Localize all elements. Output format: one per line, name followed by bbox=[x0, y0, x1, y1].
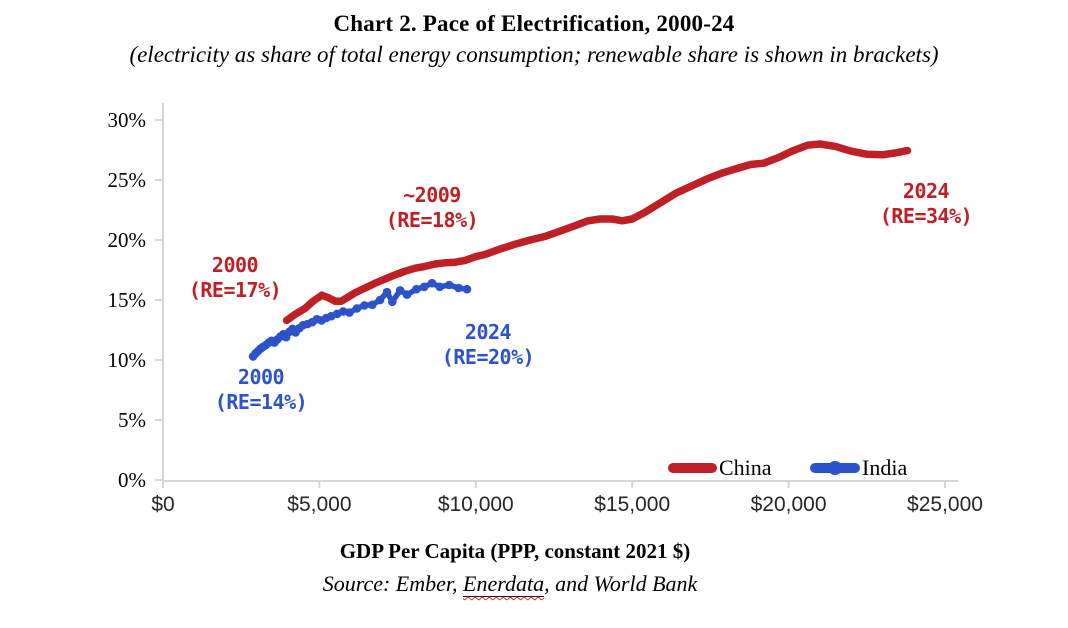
legend-label-china: China bbox=[719, 455, 772, 480]
series-marker-india bbox=[382, 287, 392, 297]
series-marker-india bbox=[444, 280, 454, 290]
y-tick-label: 30% bbox=[107, 108, 147, 132]
series-line-china bbox=[282, 140, 912, 325]
source-suffix: , and World Bank bbox=[544, 571, 698, 596]
annotation-re-share: (RE=18%) bbox=[385, 208, 479, 232]
annotation-china-2024: 2024 (RE=34%) bbox=[879, 179, 973, 229]
series-marker-india bbox=[402, 290, 412, 299]
annotation-year: ~2009 bbox=[403, 183, 461, 207]
series-marker-india bbox=[462, 284, 472, 294]
series-marker-india bbox=[352, 304, 362, 313]
annotation-year: 2000 bbox=[211, 253, 259, 277]
series-marker-india bbox=[345, 308, 354, 317]
x-tick-label: $15,000 bbox=[594, 493, 671, 516]
x-tick-label: $10,000 bbox=[437, 493, 514, 516]
series-marker-india bbox=[375, 295, 385, 305]
annotation-re-share: (RE=34%) bbox=[879, 204, 973, 228]
annotation-re-share: (RE=14%) bbox=[214, 390, 308, 414]
annotation-china-2000: 2000 (RE=17%) bbox=[188, 253, 282, 303]
series-marker-india bbox=[412, 284, 421, 294]
series-marker-india bbox=[427, 278, 437, 288]
series-marker-india bbox=[395, 286, 405, 295]
series-marker-india bbox=[435, 282, 445, 292]
series-marker-india bbox=[419, 282, 429, 292]
series-marker-india bbox=[454, 283, 463, 293]
source-prefix: Source: Ember, bbox=[322, 571, 464, 596]
source-line: Source: Ember, Enerdata, and World Bank bbox=[0, 571, 1020, 597]
series-marker-india bbox=[368, 300, 377, 310]
x-tick-label: $20,000 bbox=[750, 493, 827, 516]
x-tick-label: $0 bbox=[151, 493, 175, 516]
y-tick-label: 5% bbox=[118, 408, 146, 432]
y-tick-label: 10% bbox=[107, 348, 147, 372]
annotation-re-share: (RE=17%) bbox=[188, 278, 282, 302]
legend-china-line-swatch bbox=[668, 463, 717, 473]
series-marker-india bbox=[388, 297, 397, 307]
annotation-china-2009: ~2009 (RE=18%) bbox=[385, 183, 479, 233]
y-tick-label: 0% bbox=[118, 468, 146, 492]
y-tick-label: 25% bbox=[107, 168, 147, 192]
source-flagged-word: Enerdata bbox=[463, 571, 545, 597]
x-tick-label: $25,000 bbox=[907, 493, 983, 516]
annotation-india-2024: 2024 (RE=20%) bbox=[441, 320, 535, 370]
annotation-re-share: (RE=20%) bbox=[441, 345, 535, 369]
legend-india-marker-dot bbox=[828, 461, 842, 475]
annotation-india-2000: 2000 (RE=14%) bbox=[214, 365, 308, 415]
x-axis-title: GDP Per Capita (PPP, constant 2021 $) bbox=[339, 539, 691, 563]
y-tick-label: 15% bbox=[107, 288, 147, 312]
series-marker-india bbox=[360, 301, 369, 310]
annotation-year: 2024 bbox=[902, 179, 950, 203]
y-tick-label: 20% bbox=[107, 228, 147, 252]
legend-label-india: India bbox=[862, 455, 908, 480]
annotation-year: 2000 bbox=[237, 365, 285, 389]
annotation-year: 2024 bbox=[464, 320, 512, 344]
x-tick-label: $5,000 bbox=[287, 493, 352, 516]
chart-subtitle: (electricity as share of total energy co… bbox=[129, 42, 939, 67]
chart-title: Chart 2. Pace of Electrification, 2000-2… bbox=[333, 11, 735, 36]
